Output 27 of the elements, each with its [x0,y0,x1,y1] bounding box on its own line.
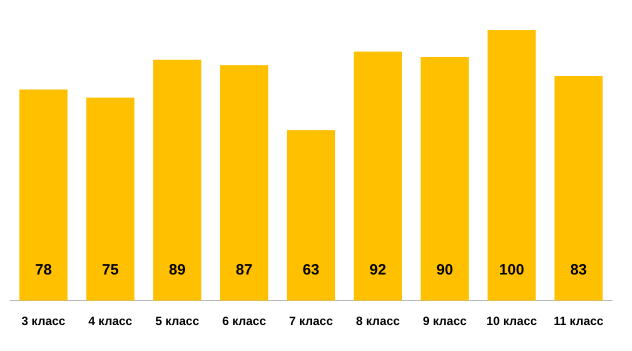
bar [286,130,336,301]
bar [19,90,68,301]
x-tick-label: 6 класс [222,314,266,328]
data-label: 83 [570,262,587,279]
bar [488,30,536,301]
bar [354,52,402,301]
x-tick-label: 4 класс [88,314,133,328]
data-label: 78 [35,262,52,279]
data-label: 75 [102,262,119,279]
data-label: 92 [370,262,386,279]
data-label: 87 [236,262,252,279]
x-tick-label: 11 класс [554,314,604,328]
data-label: 100 [499,262,524,279]
x-tick-label: 8 класс [356,314,400,328]
x-tick-label: 3 класс [22,314,66,328]
data-label: 89 [168,262,186,279]
x-tick-label: 7 класс [289,314,334,328]
bar [420,57,469,301]
x-tick-label: 10 класс [486,314,538,328]
bar [153,60,202,301]
data-label: 63 [302,262,320,279]
bar [554,76,603,301]
data-label: 90 [436,262,454,279]
bar [220,65,268,301]
bar [86,98,134,301]
x-tick-label: 9 класс [422,314,467,328]
x-tick-label: 5 класс [155,314,200,328]
